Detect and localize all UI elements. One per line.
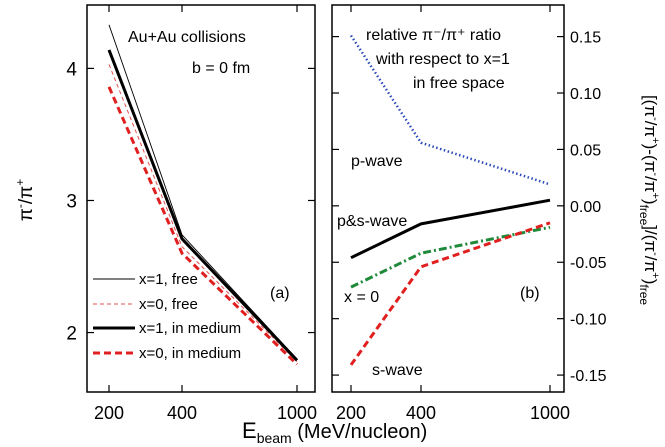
y-axis-label-a: π-/π+ bbox=[13, 179, 37, 222]
legend-label-x0-free: x=0, free bbox=[139, 296, 198, 313]
panel-a-axes: 200 400 1000 2 3 4 bbox=[66, 5, 317, 423]
x-axis-label-unit: (MeV/nucleon) bbox=[292, 421, 428, 443]
y-tick-label: 3 bbox=[66, 191, 77, 212]
series-label-s-wave: s-wave bbox=[372, 362, 423, 379]
x-tick-label: 400 bbox=[406, 403, 436, 423]
y-tick-label: -0.10 bbox=[570, 312, 607, 329]
panel-a-frame bbox=[86, 4, 316, 393]
panel-a-series bbox=[107, 24, 299, 366]
series-line bbox=[108, 64, 298, 362]
series-label-ps-wave: p&s-wave bbox=[337, 213, 407, 230]
x-tick-label: 200 bbox=[336, 403, 366, 423]
x-axis-label-sub: beam bbox=[257, 430, 292, 446]
series-line bbox=[350, 225, 551, 289]
series-line bbox=[107, 49, 299, 362]
panel-a-annotation-2: b = 0 fm bbox=[192, 60, 250, 77]
panel-a-label: (a) bbox=[270, 285, 290, 302]
x-tick-label: 400 bbox=[167, 403, 197, 423]
y-tick-label: 2 bbox=[66, 324, 77, 345]
y-tick-label: -0.05 bbox=[570, 255, 607, 272]
legend-label-x1-medium: x=1, in medium bbox=[139, 320, 241, 337]
panel-b-annotation-2: with respect to x=1 bbox=[375, 51, 510, 68]
series-line bbox=[350, 198, 551, 260]
series-line bbox=[349, 221, 551, 366]
legend-label-x0-medium: x=0, in medium bbox=[139, 345, 241, 362]
x-tick-label: 1000 bbox=[530, 403, 570, 423]
x-tick-label: 1000 bbox=[277, 403, 317, 423]
y-tick-label: 4 bbox=[66, 59, 77, 80]
legend-label-x1-free: x=1, free bbox=[139, 271, 198, 288]
x-axis-label: Ebeam (MeV/nucleon) bbox=[242, 418, 427, 446]
y-tick-label: 0.10 bbox=[570, 86, 601, 103]
y-axis-label-b: [(π-/π+)-(π-/π+)free]/(π-/π+)free bbox=[637, 95, 661, 305]
panel-b-axes: 200 400 1000 0.15 0.10 0.05 0.00 -0.05 -0.10 -0.1… bbox=[332, 5, 607, 423]
y-tick-label: -0.15 bbox=[570, 368, 607, 385]
panel-b-series bbox=[349, 34, 551, 366]
series-label-x0: x = 0 bbox=[344, 289, 379, 306]
y-tick-label: 0.15 bbox=[570, 30, 601, 47]
series-line bbox=[107, 86, 299, 366]
legend: x=1, free x=0, free x=1, in medium x=0, … bbox=[93, 271, 241, 362]
panel-b-label: (b) bbox=[520, 285, 540, 302]
y-tick-label: 0.00 bbox=[570, 199, 601, 216]
x-axis-label-main: E bbox=[242, 418, 257, 443]
panel-b-annotation-1: relative π⁻/π⁺ ratio bbox=[366, 27, 501, 44]
panel-b-frame bbox=[331, 4, 565, 393]
y-tick-label: 0.05 bbox=[570, 142, 601, 159]
series-label-p-wave: p-wave bbox=[351, 153, 403, 170]
panel-b-annotation-3: in free space bbox=[413, 75, 505, 92]
x-tick-label: 200 bbox=[94, 403, 124, 423]
panel-a-annotation-1: Au+Au collisions bbox=[128, 29, 246, 46]
series-line bbox=[349, 34, 551, 186]
